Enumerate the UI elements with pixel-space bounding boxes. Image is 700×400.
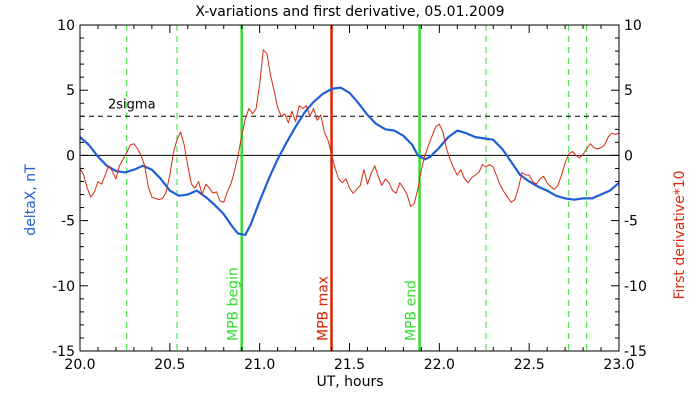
marker-label-2: MPB end	[404, 280, 420, 341]
chart-title: X-variations and first derivative, 05.01…	[195, 4, 504, 20]
y-tick-label-right-1: 5	[624, 83, 633, 99]
y-tick-label-left-2: 0	[66, 148, 75, 164]
x-tick-label-4: 22.0	[424, 357, 455, 373]
y-axis-label-left: deltaX, nT	[23, 164, 39, 236]
y-axis-label-right: First derivative*10	[672, 170, 688, 299]
y-tick-label-right-4: -10	[624, 279, 647, 295]
series-deltaX	[79, 86, 620, 236]
x-axis-label: UT, hours	[316, 374, 383, 390]
threshold-label: 2sigma	[108, 97, 156, 112]
series-derivative	[79, 49, 620, 207]
x-tick-label-5: 22.5	[514, 357, 545, 373]
y-tick-label-right-2: 0	[624, 148, 633, 164]
y-tick-label-left-3: -5	[61, 214, 75, 230]
x-tick-label-6: 23.0	[603, 357, 634, 373]
y-tick-label-left-5: -15	[52, 344, 75, 360]
marker-label-0: MPB begin	[226, 267, 242, 341]
x-tick-label-0: 20.0	[64, 357, 95, 373]
plot-area: 2sigma MPB begin MPB max MPB end 20.0 20.5 21.…	[52, 18, 647, 373]
marker-label-1: MPB max	[316, 276, 332, 341]
x-tick-label-2: 21.0	[244, 357, 275, 373]
y-tick-label-left-1: 5	[66, 83, 75, 99]
y-tick-label-left-0: 10	[57, 18, 75, 34]
y-tick-label-right-5: -15	[624, 344, 647, 360]
y-tick-label-right-3: -5	[624, 214, 638, 230]
x-tick-label-3: 21.5	[334, 357, 365, 373]
x-tick-label-1: 20.5	[154, 357, 185, 373]
y-tick-label-right-0: 10	[624, 18, 642, 34]
y-tick-label-left-4: -10	[52, 279, 75, 295]
